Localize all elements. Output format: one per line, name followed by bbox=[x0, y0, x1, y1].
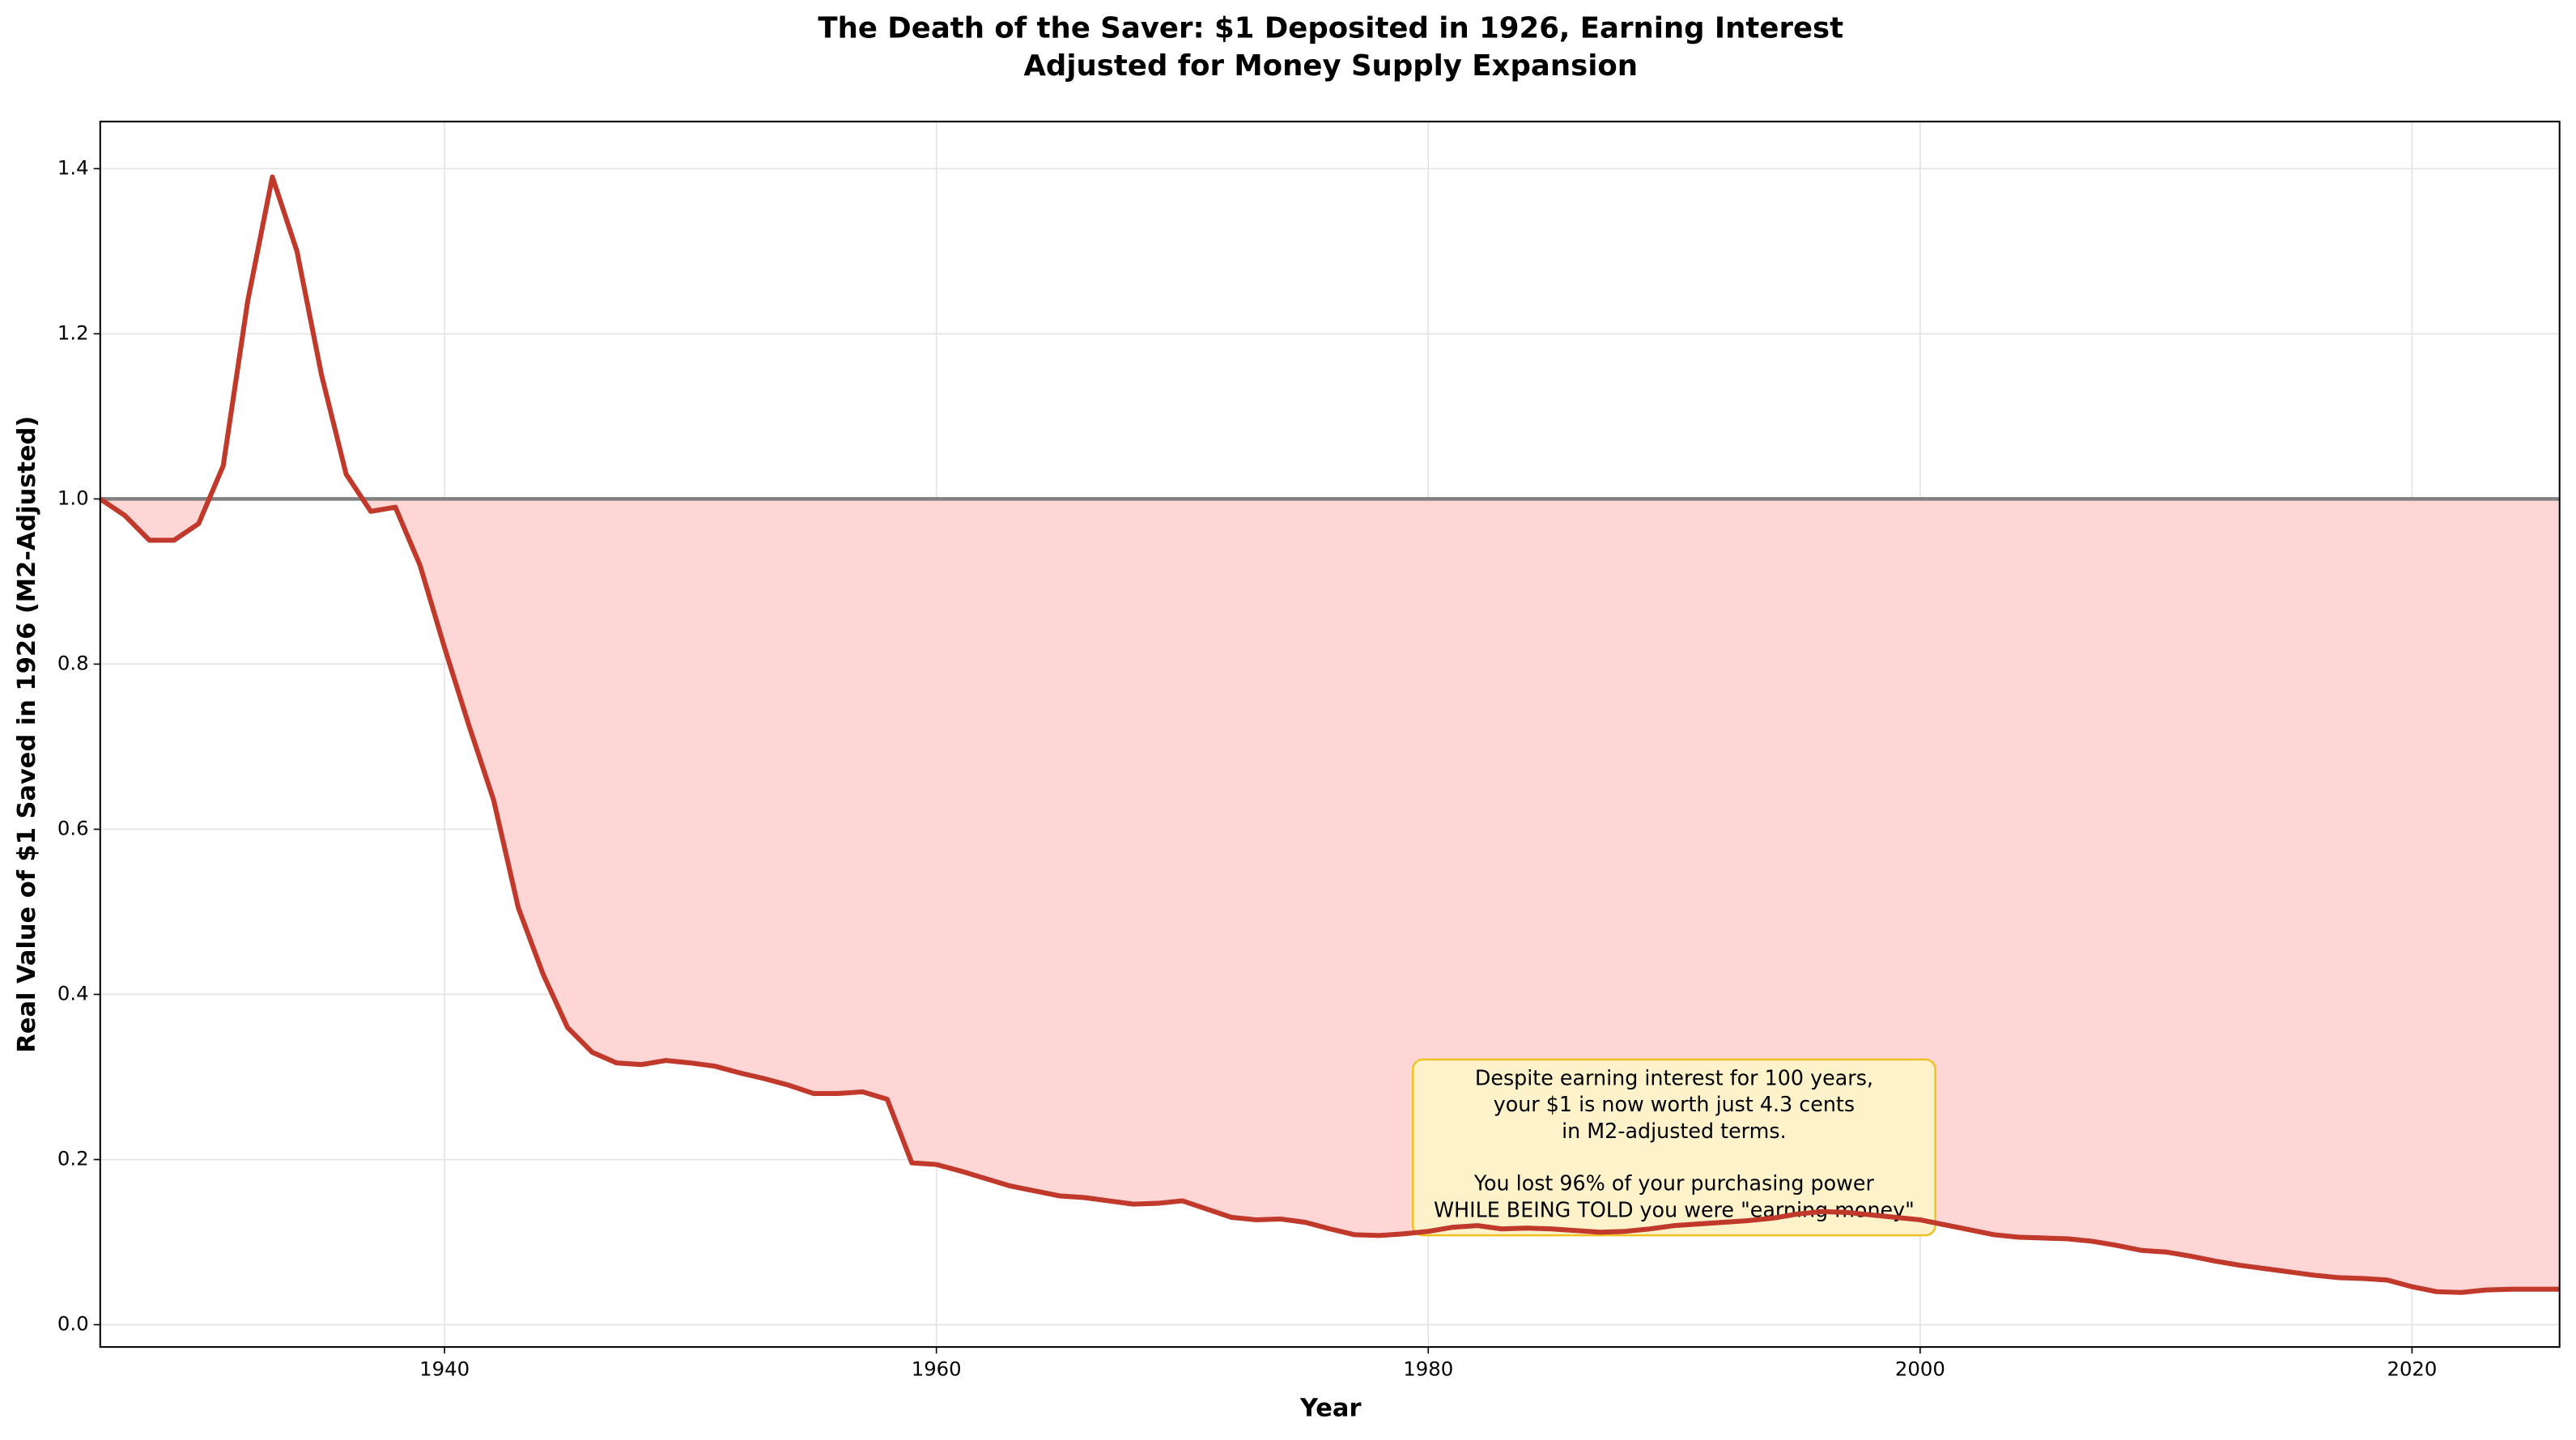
x-axis-label: Year bbox=[1299, 1395, 1361, 1423]
chart-title: Adjusted for Money Supply Expansion bbox=[1023, 49, 1638, 83]
annotation-text: Despite earning interest for 100 years, bbox=[1475, 1065, 1873, 1090]
y-tick-label: 1.2 bbox=[57, 321, 89, 344]
chart-title: The Death of the Saver: $1 Deposited in … bbox=[818, 12, 1843, 45]
x-tick-label: 2000 bbox=[1895, 1357, 1945, 1381]
x-tick-label: 1960 bbox=[912, 1357, 962, 1381]
y-tick-label: 0.8 bbox=[57, 651, 89, 674]
y-tick-label: 0.6 bbox=[57, 816, 89, 839]
y-tick-label: 1.4 bbox=[57, 155, 89, 179]
axes-frame bbox=[99, 121, 2561, 1349]
annotation-text: in M2-adjusted terms. bbox=[1562, 1119, 1787, 1143]
y-axis-label: Real Value of $1 Saved in 1926 (M2-Adjus… bbox=[13, 416, 41, 1053]
x-tick-label: 2020 bbox=[2387, 1357, 2437, 1381]
annotation: Despite earning interest for 100 years,y… bbox=[1412, 1058, 1936, 1237]
line bbox=[99, 174, 2560, 1295]
x-tick-label: 1940 bbox=[419, 1357, 470, 1381]
y-tick-label: 0.4 bbox=[57, 981, 89, 1005]
annotation-text: WHILE BEING TOLD you were "earning money… bbox=[1434, 1197, 1915, 1221]
y-tick-label: 0.2 bbox=[57, 1147, 89, 1170]
y-tick-label: 0.0 bbox=[57, 1312, 89, 1336]
annotation-text: your $1 is now worth just 4.3 cents bbox=[1494, 1092, 1855, 1116]
y-tick-label: 1.0 bbox=[57, 486, 89, 509]
loss-area bbox=[100, 499, 2560, 1293]
x-tick-label: 1980 bbox=[1403, 1357, 1453, 1381]
annotation-text: You lost 96% of your purchasing power bbox=[1473, 1171, 1875, 1196]
annotation-box bbox=[1412, 1058, 1936, 1237]
